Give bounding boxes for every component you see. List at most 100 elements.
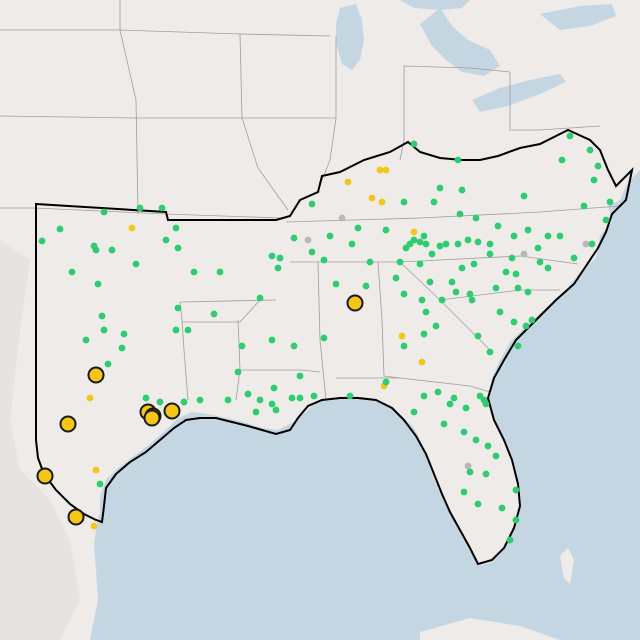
status-marker-green[interactable] xyxy=(422,240,430,248)
status-marker-green[interactable] xyxy=(94,280,102,288)
status-marker-green[interactable] xyxy=(310,392,318,400)
status-marker-gray[interactable] xyxy=(338,214,346,222)
status-marker-green[interactable] xyxy=(238,342,246,350)
status-marker-green[interactable] xyxy=(590,176,598,184)
status-marker-green[interactable] xyxy=(494,222,502,230)
status-marker-yellow[interactable] xyxy=(382,166,390,174)
status-marker-green[interactable] xyxy=(422,308,430,316)
status-marker-green[interactable] xyxy=(466,290,474,298)
selected-region-outline[interactable] xyxy=(35,128,634,566)
status-marker-green[interactable] xyxy=(382,226,390,234)
status-marker-green[interactable] xyxy=(38,237,46,245)
status-marker-green[interactable] xyxy=(482,400,490,408)
highlighted-marker[interactable] xyxy=(36,467,54,485)
status-marker-green[interactable] xyxy=(486,240,494,248)
status-marker-green[interactable] xyxy=(98,312,106,320)
status-marker-green[interactable] xyxy=(410,236,418,244)
status-marker-yellow[interactable] xyxy=(368,194,376,202)
status-marker-green[interactable] xyxy=(418,296,426,304)
status-marker-green[interactable] xyxy=(132,260,140,268)
status-marker-green[interactable] xyxy=(400,290,408,298)
highlighted-marker[interactable] xyxy=(143,409,161,427)
status-marker-green[interactable] xyxy=(290,342,298,350)
status-marker-green[interactable] xyxy=(96,480,104,488)
status-marker-green[interactable] xyxy=(104,360,112,368)
status-marker-green[interactable] xyxy=(68,268,76,276)
status-marker-green[interactable] xyxy=(496,308,504,316)
status-marker-green[interactable] xyxy=(544,264,552,272)
status-marker-green[interactable] xyxy=(514,342,522,350)
status-marker-yellow[interactable] xyxy=(128,224,136,232)
status-marker-green[interactable] xyxy=(498,504,506,512)
status-marker-green[interactable] xyxy=(570,254,578,262)
status-marker-green[interactable] xyxy=(436,184,444,192)
status-marker-green[interactable] xyxy=(82,336,90,344)
status-marker-green[interactable] xyxy=(366,258,374,266)
status-marker-yellow[interactable] xyxy=(410,228,418,236)
status-marker-gray[interactable] xyxy=(520,250,528,258)
status-marker-green[interactable] xyxy=(506,536,514,544)
status-marker-green[interactable] xyxy=(174,304,182,312)
status-marker-green[interactable] xyxy=(224,396,232,404)
status-marker-green[interactable] xyxy=(432,322,440,330)
status-marker-green[interactable] xyxy=(586,146,594,154)
status-marker-green[interactable] xyxy=(296,372,304,380)
status-marker-green[interactable] xyxy=(272,406,280,414)
status-marker-green[interactable] xyxy=(268,336,276,344)
status-marker-green[interactable] xyxy=(520,192,528,200)
status-marker-green[interactable] xyxy=(256,396,264,404)
status-marker-green[interactable] xyxy=(276,254,284,262)
status-marker-green[interactable] xyxy=(428,250,436,258)
status-marker-green[interactable] xyxy=(244,390,252,398)
status-marker-green[interactable] xyxy=(524,226,532,234)
status-marker-green[interactable] xyxy=(420,392,428,400)
status-marker-green[interactable] xyxy=(100,208,108,216)
status-marker-green[interactable] xyxy=(446,400,454,408)
status-marker-green[interactable] xyxy=(362,282,370,290)
status-marker-green[interactable] xyxy=(216,268,224,276)
highlighted-marker[interactable] xyxy=(67,508,85,526)
status-marker-gray[interactable] xyxy=(304,236,312,244)
status-marker-green[interactable] xyxy=(426,278,434,286)
status-marker-green[interactable] xyxy=(454,156,462,164)
status-marker-green[interactable] xyxy=(396,258,404,266)
status-marker-green[interactable] xyxy=(458,186,466,194)
status-marker-green[interactable] xyxy=(536,258,544,266)
status-marker-green[interactable] xyxy=(320,334,328,342)
status-marker-green[interactable] xyxy=(196,396,204,404)
status-marker-yellow[interactable] xyxy=(398,332,406,340)
status-marker-green[interactable] xyxy=(474,500,482,508)
status-marker-green[interactable] xyxy=(156,398,164,406)
highlighted-marker[interactable] xyxy=(346,294,364,312)
highlighted-marker[interactable] xyxy=(87,366,105,384)
status-marker-green[interactable] xyxy=(528,316,536,324)
status-marker-green[interactable] xyxy=(456,210,464,218)
status-marker-green[interactable] xyxy=(436,242,444,250)
status-marker-green[interactable] xyxy=(510,232,518,240)
status-marker-green[interactable] xyxy=(92,246,100,254)
status-marker-green[interactable] xyxy=(108,246,116,254)
status-marker-green[interactable] xyxy=(288,394,296,402)
status-marker-green[interactable] xyxy=(606,198,614,206)
status-marker-yellow[interactable] xyxy=(376,166,384,174)
status-marker-green[interactable] xyxy=(120,330,128,338)
status-marker-green[interactable] xyxy=(508,254,516,262)
status-marker-green[interactable] xyxy=(602,216,610,224)
status-marker-green[interactable] xyxy=(184,326,192,334)
status-marker-gray[interactable] xyxy=(464,462,472,470)
status-marker-green[interactable] xyxy=(410,408,418,416)
status-marker-green[interactable] xyxy=(118,344,126,352)
status-marker-green[interactable] xyxy=(416,260,424,268)
status-marker-green[interactable] xyxy=(442,240,450,248)
status-marker-green[interactable] xyxy=(502,268,510,276)
status-marker-green[interactable] xyxy=(514,284,522,292)
status-marker-green[interactable] xyxy=(420,330,428,338)
status-marker-green[interactable] xyxy=(416,238,424,246)
status-marker-green[interactable] xyxy=(162,236,170,244)
status-marker-green[interactable] xyxy=(474,332,482,340)
status-marker-green[interactable] xyxy=(210,310,218,318)
status-marker-green[interactable] xyxy=(252,408,260,416)
status-marker-green[interactable] xyxy=(524,288,532,296)
